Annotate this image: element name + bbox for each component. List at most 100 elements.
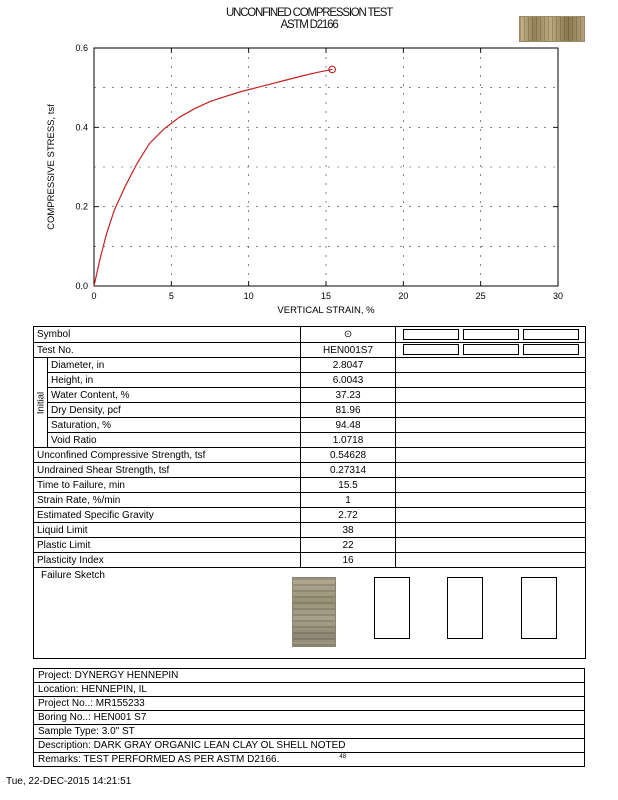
empty-failure-box [521,577,558,639]
print-timestamp: Tue, 22-DEC-2015 14:21:51 [6,776,132,787]
results-row: Plastic Limit 22 [32,537,587,553]
project-info-row: Sample Type: 3.0" ST [33,724,585,739]
failure-sketch-wrap: Failure Sketch [37,569,582,658]
specimen-failure-photo [292,577,336,647]
row-label: Plastic Limit [32,537,302,553]
extra-specimen-cells [395,507,587,523]
row-value: 16 [300,552,397,568]
row-label: Saturation, % [46,417,302,433]
results-row: Height, in 6.0043 [34,372,587,388]
extra-specimen-cells [395,492,587,508]
row-value: 15.5 [300,477,397,493]
row-label: Void Ratio [46,432,302,448]
svg-text:0: 0 [91,291,96,301]
row-label: Height, in [46,372,302,388]
row-value: 2.8047 [300,357,397,373]
row-label: Unconfined Compressive Strength, tsf [32,447,302,463]
failure-sketch-row: Failure Sketch [32,567,587,659]
project-info-text: Boring No..: HEN001 S7 [38,712,147,723]
extra-specimen-cells [395,462,587,478]
row-value: ⊙ [300,326,397,343]
empty-failure-box [373,577,410,639]
specimen-symbol-icon: ⊙ [343,329,353,340]
row-value: 0.27314 [300,462,397,478]
failure-sketch-label: Failure Sketch [41,570,105,581]
row-label: Liquid Limit [32,522,302,538]
results-row: Liquid Limit 38 [32,522,587,538]
project-info-text: Project No..: MR155233 [38,698,145,709]
extra-specimen-cells [395,387,587,403]
stress-strain-chart-area: 0 5 10 15 20 25 30 0.0 0.2 0.4 0.6 VERTICAL STRAIN,… [30,40,578,324]
results-row: Unconfined Compressive Strength, tsf 0.54… [32,447,587,463]
row-label: Undrained Shear Strength, tsf [32,462,302,478]
extra-specimen-cells [395,402,587,418]
svg-text:10: 10 [244,291,254,301]
project-info-text: Remarks: TEST PERFORMED AS PER ASTM D216… [38,754,280,765]
results-row: Void Ratio 1.0718 [34,432,587,448]
row-value: 94.48 [300,417,397,433]
project-info-cell: Description: DARK GRAY ORGANIC LEAN CLAY… [33,738,585,753]
row-label: Time to Failure, min [32,477,302,493]
row-value: 38 [300,522,397,538]
project-info-cell: Sample Type: 3.0" ST [33,724,585,739]
report-subtitle: ASTM D2166 [280,19,338,31]
svg-text:0.4: 0.4 [75,122,88,132]
project-info-row: Description: DARK GRAY ORGANIC LEAN CLAY… [33,738,585,753]
svg-text:0.2: 0.2 [75,202,88,212]
row-label: Diameter, in [46,357,302,373]
extra-specimen-cells [395,432,587,448]
project-info-row: Project: DYNERGY HENNEPIN [33,668,585,683]
empty-specimen-cell [522,344,579,356]
report-title: UNCONFINED COMPRESSION TEST [225,7,393,19]
extra-specimen-cells [395,326,587,343]
row-label: Estimated Specific Gravity [32,507,302,523]
results-row: Saturation, % 94.48 [34,417,587,433]
empty-specimen-cell [402,328,459,340]
project-info-row: Boring No..: HEN001 S7 [33,710,585,725]
results-row: Undrained Shear Strength, tsf 0.27314 [32,462,587,478]
row-value: 1.0718 [300,432,397,448]
row-label: Strain Rate, %/min [32,492,302,508]
project-info-text: Description: DARK GRAY ORGANIC LEAN CLAY… [38,740,346,751]
results-row: Symbol ⊙ [32,326,587,343]
project-info-cell: Boring No..: HEN001 S7 [33,710,585,725]
extra-specimen-cells [395,417,587,433]
svg-text:0.0: 0.0 [75,281,88,291]
project-info-table: Project: DYNERGY HENNEPIN Location: HENNE… [33,668,585,767]
project-info-text: Project: DYNERGY HENNEPIN [38,670,179,681]
initial-group-cell: Initial [33,357,48,448]
results-row: Dry Density, pcf 81.96 [34,402,587,418]
extra-specimen-cells [395,447,587,463]
project-info-cell: Project: DYNERGY HENNEPIN [33,668,585,683]
row-label: Test No. [32,342,302,358]
results-row: Time to Failure, min 15.5 [32,477,587,493]
results-row: Estimated Specific Gravity 2.72 [32,507,587,523]
project-info-row: Project No..: MR155233 [33,696,585,711]
row-value: 1 [300,492,397,508]
svg-text:VERTICAL STRAIN, %: VERTICAL STRAIN, % [277,305,375,316]
project-info-text: Location: HENNEPIN, IL [38,684,147,695]
remarks-note: 48 [339,754,347,760]
project-info-cell: Remarks: TEST PERFORMED AS PER ASTM D216… [33,752,585,767]
extra-specimen-cells [395,372,587,388]
row-label: Water Content, % [46,387,302,403]
empty-specimen-cell [522,328,579,340]
svg-text:COMPRESSIVE STRESS, tsf: COMPRESSIVE STRESS, tsf [46,104,57,230]
row-value: HEN001S7 [300,342,397,358]
row-value: 22 [300,537,397,553]
svg-text:15: 15 [321,291,331,301]
project-info-row: Remarks: TEST PERFORMED AS PER ASTM D216… [33,752,585,767]
row-value: 81.96 [300,402,397,418]
extra-specimen-cells [395,537,587,553]
row-value: 0.54628 [300,447,397,463]
results-table: Symbol ⊙ Test No. HEN001S7 Initial Diameter, … [32,326,587,659]
failure-sketch-cell: Failure Sketch [32,567,587,659]
extra-specimen-cells [395,357,587,373]
results-row: Strain Rate, %/min 1 [32,492,587,508]
extra-specimen-cells [395,552,587,568]
row-label: Plasticity Index [32,552,302,568]
project-info-cell: Location: HENNEPIN, IL [33,682,585,697]
row-label: Symbol [32,326,302,343]
initial-group-label: Initial [35,391,46,414]
failure-sketch-boxes [292,577,558,647]
